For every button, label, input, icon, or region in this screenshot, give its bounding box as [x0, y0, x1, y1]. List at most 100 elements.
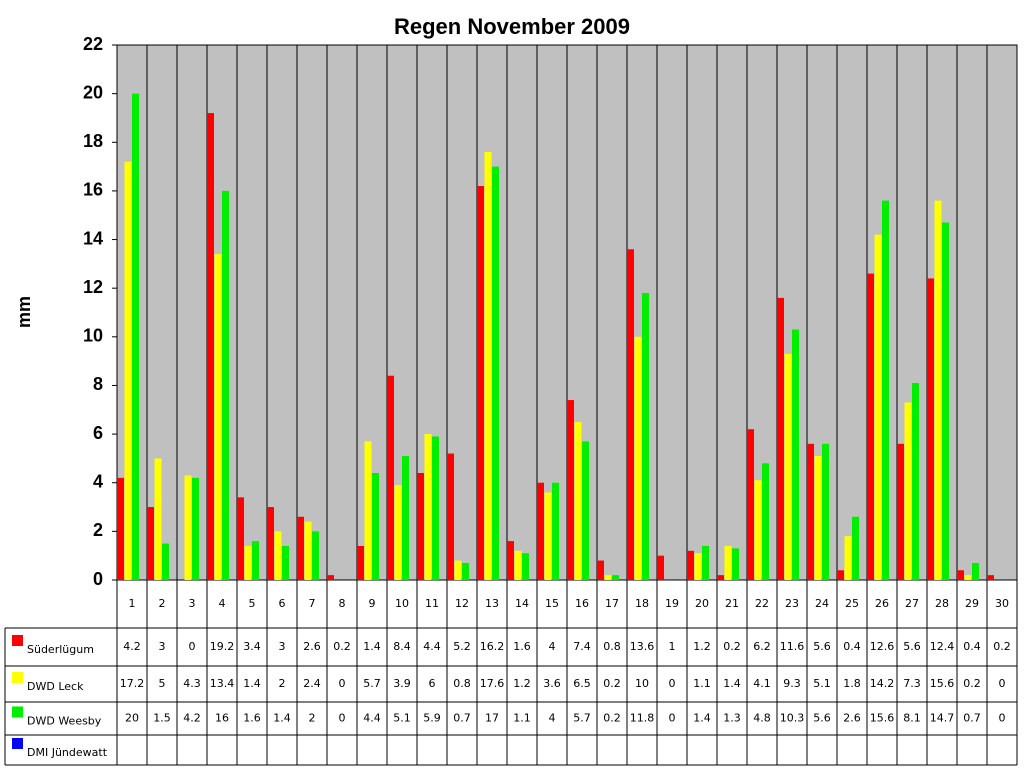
table-value: 1 — [669, 640, 676, 653]
table-value: 8.4 — [393, 640, 411, 653]
table-value: 3.9 — [393, 677, 411, 690]
bar — [297, 516, 304, 580]
x-tick-label: 14 — [515, 597, 529, 610]
bar — [387, 375, 394, 580]
bar — [867, 273, 874, 580]
bar — [964, 575, 972, 580]
x-tick-label: 19 — [665, 597, 679, 610]
bar — [882, 200, 889, 581]
table-value: 0.2 — [963, 677, 981, 690]
x-tick-label: 9 — [369, 597, 376, 610]
table-value: 6 — [429, 677, 436, 690]
table-value: 17.2 — [120, 677, 145, 690]
x-tick-label: 13 — [485, 597, 499, 610]
bar — [762, 463, 769, 580]
table-value: 5 — [159, 677, 166, 690]
table-value: 12.6 — [870, 640, 895, 653]
bar — [567, 400, 574, 580]
bar — [357, 545, 364, 580]
bar — [627, 249, 634, 581]
table-value: 2.6 — [843, 712, 861, 725]
x-tick-label: 8 — [339, 597, 346, 610]
table-value: 4 — [549, 712, 556, 725]
bar — [942, 222, 949, 581]
table-value: 4.2 — [183, 712, 201, 725]
table-value: 4 — [549, 640, 556, 653]
bar — [274, 531, 282, 580]
bar — [507, 541, 514, 580]
bar — [162, 543, 169, 580]
table-value: 1.4 — [243, 677, 261, 690]
x-tick-label: 4 — [219, 597, 226, 610]
x-tick-label: 1 — [129, 597, 136, 610]
bar — [934, 200, 942, 581]
table-value: 13.4 — [210, 677, 235, 690]
bar — [417, 473, 424, 580]
y-tick-label: 20 — [83, 82, 103, 102]
table-value: 0 — [669, 677, 676, 690]
bar — [394, 485, 402, 580]
y-tick-label: 2 — [93, 520, 103, 540]
x-tick-label: 28 — [935, 597, 949, 610]
y-tick-label: 18 — [83, 131, 103, 151]
table-value: 11.6 — [780, 640, 805, 653]
table-value: 0 — [339, 677, 346, 690]
table-value: 4.3 — [183, 677, 201, 690]
x-tick-label: 11 — [425, 597, 439, 610]
bar — [582, 441, 589, 580]
x-tick-label: 16 — [575, 597, 589, 610]
x-tick-label: 25 — [845, 597, 859, 610]
table-value: 1.5 — [153, 712, 171, 725]
table-value: 3.4 — [243, 640, 261, 653]
table-value: 16.2 — [480, 640, 505, 653]
table-value: 3.6 — [543, 677, 561, 690]
table-value: 2.6 — [303, 640, 321, 653]
bar — [822, 443, 829, 580]
table-value: 1.6 — [513, 640, 531, 653]
bar — [852, 516, 859, 580]
x-tick-label: 21 — [725, 597, 739, 610]
bar — [552, 482, 559, 580]
x-tick-label: 26 — [875, 597, 889, 610]
bar — [927, 278, 934, 580]
table-value: 1.4 — [273, 712, 291, 725]
bar — [454, 560, 462, 580]
bar — [657, 555, 664, 580]
bar — [987, 575, 994, 580]
table-value: 12.4 — [930, 640, 955, 653]
bar — [282, 545, 289, 580]
bar — [432, 436, 439, 580]
legend-label: DWD Weesby — [27, 715, 102, 728]
bar — [252, 541, 259, 580]
table-value: 15.6 — [870, 712, 895, 725]
table-value: 4.8 — [753, 712, 771, 725]
bar — [844, 536, 852, 580]
table-value: 16 — [215, 712, 229, 725]
bar — [214, 254, 222, 581]
table-value: 5.2 — [453, 640, 471, 653]
table-value: 5.6 — [813, 712, 831, 725]
table-value: 20 — [125, 712, 139, 725]
table-value: 2.4 — [303, 677, 321, 690]
table-value: 6.5 — [573, 677, 591, 690]
table-value: 1.8 — [843, 677, 861, 690]
bar — [304, 521, 312, 580]
bar — [147, 507, 154, 580]
table-value: 4.2 — [123, 640, 141, 653]
table-value: 2 — [279, 677, 286, 690]
bar — [792, 329, 799, 580]
bar — [222, 190, 229, 580]
bar — [904, 402, 912, 580]
bar — [372, 473, 379, 580]
bar — [184, 475, 192, 580]
bar — [784, 353, 792, 580]
table-value: 14.2 — [870, 677, 895, 690]
bar — [124, 161, 132, 580]
table-value: 0.8 — [453, 677, 471, 690]
bar — [634, 336, 642, 580]
table-value: 7.3 — [903, 677, 921, 690]
table-value: 2 — [309, 712, 316, 725]
bar — [424, 434, 432, 580]
bar — [364, 441, 372, 580]
table-value: 10.3 — [780, 712, 805, 725]
